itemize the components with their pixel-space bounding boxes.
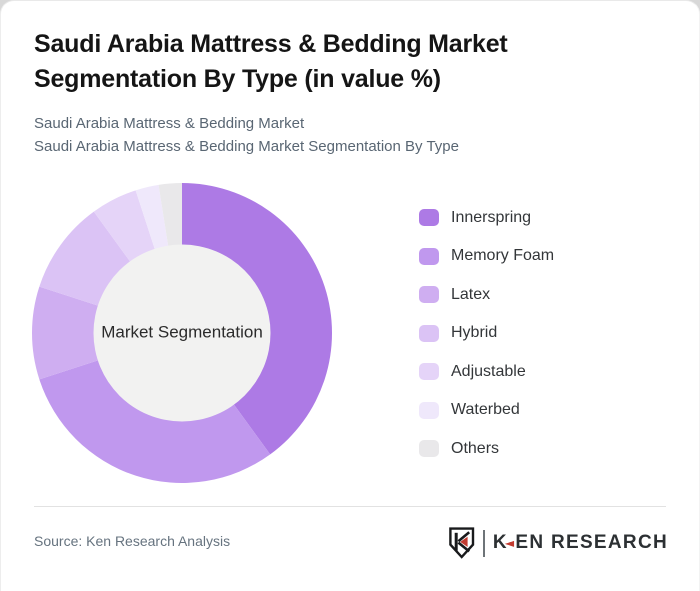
legend-label: Latex [451,285,491,303]
chart-legend: Innerspring Memory Foam Latex Hybrid Adjusta… [419,209,554,457]
footer-divider [34,506,666,507]
legend-item-adjustable: Adjustable [419,363,554,380]
donut-hole [93,244,271,422]
donut-center-label: Market Segmentation [101,322,263,341]
donut-segment-latex [31,286,99,380]
legend-label: Others [451,439,500,457]
logo-wordmark: K◄EN RESEARCH [493,532,668,554]
legend-label: Innerspring [451,208,532,226]
donut-chart: Market Segmentation [31,182,333,484]
legend-label: Adjustable [451,362,526,380]
donut-segment-others [158,183,182,247]
legend-item-latex: Latex [419,286,554,303]
donut-segment-innerspring [182,183,332,455]
donut-segment-memory-foam [39,360,271,483]
subtitle-line-2: Saudi Arabia Mattress & Bedding Market S… [34,137,459,155]
legend-item-others: Others [419,440,554,457]
legend-label: Memory Foam [451,247,555,264]
legend-label: Waterbed [451,401,520,418]
legend-item-innerspring: Innerspring [419,209,554,226]
legend-item-hybrid: Hybrid [419,324,554,342]
subtitle-block: Saudi Arabia Mattress & Bedding Market S… [34,113,459,158]
red-arrow-icon: ◄ [504,536,516,550]
legend-swatch-icon [419,209,439,226]
legend-swatch-icon [419,440,439,457]
donut-segment-hybrid [39,211,131,306]
legend-label: Hybrid [451,324,498,341]
legend-swatch-icon [419,286,439,303]
source-note: Source: Ken Research Analysis [34,533,231,549]
logo-wordmark-rest: EN RESEARCH [515,532,668,553]
logo-letter-k: K [492,532,508,553]
legend-swatch-icon [419,324,439,342]
legend-swatch-icon [419,247,439,265]
legend-swatch-icon [419,363,439,380]
legend-swatch-icon [419,401,439,419]
donut-segment-waterbed [135,184,169,250]
legend-item-memory-foam: Memory Foam [419,247,555,265]
legend-item-waterbed: Waterbed [419,401,554,419]
logo-divider-bar [482,529,485,557]
ken-research-logo: K◄EN RESEARCH [448,525,668,561]
donut-chart-svg: Market Segmentation [31,183,332,483]
donut-segment-adjustable [93,190,155,262]
page-title: Saudi Arabia Mattress & Bedding Market S… [34,30,508,93]
subtitle-line-1: Saudi Arabia Mattress & Bedding Market [34,115,305,132]
ken-research-shield-icon [449,527,475,559]
